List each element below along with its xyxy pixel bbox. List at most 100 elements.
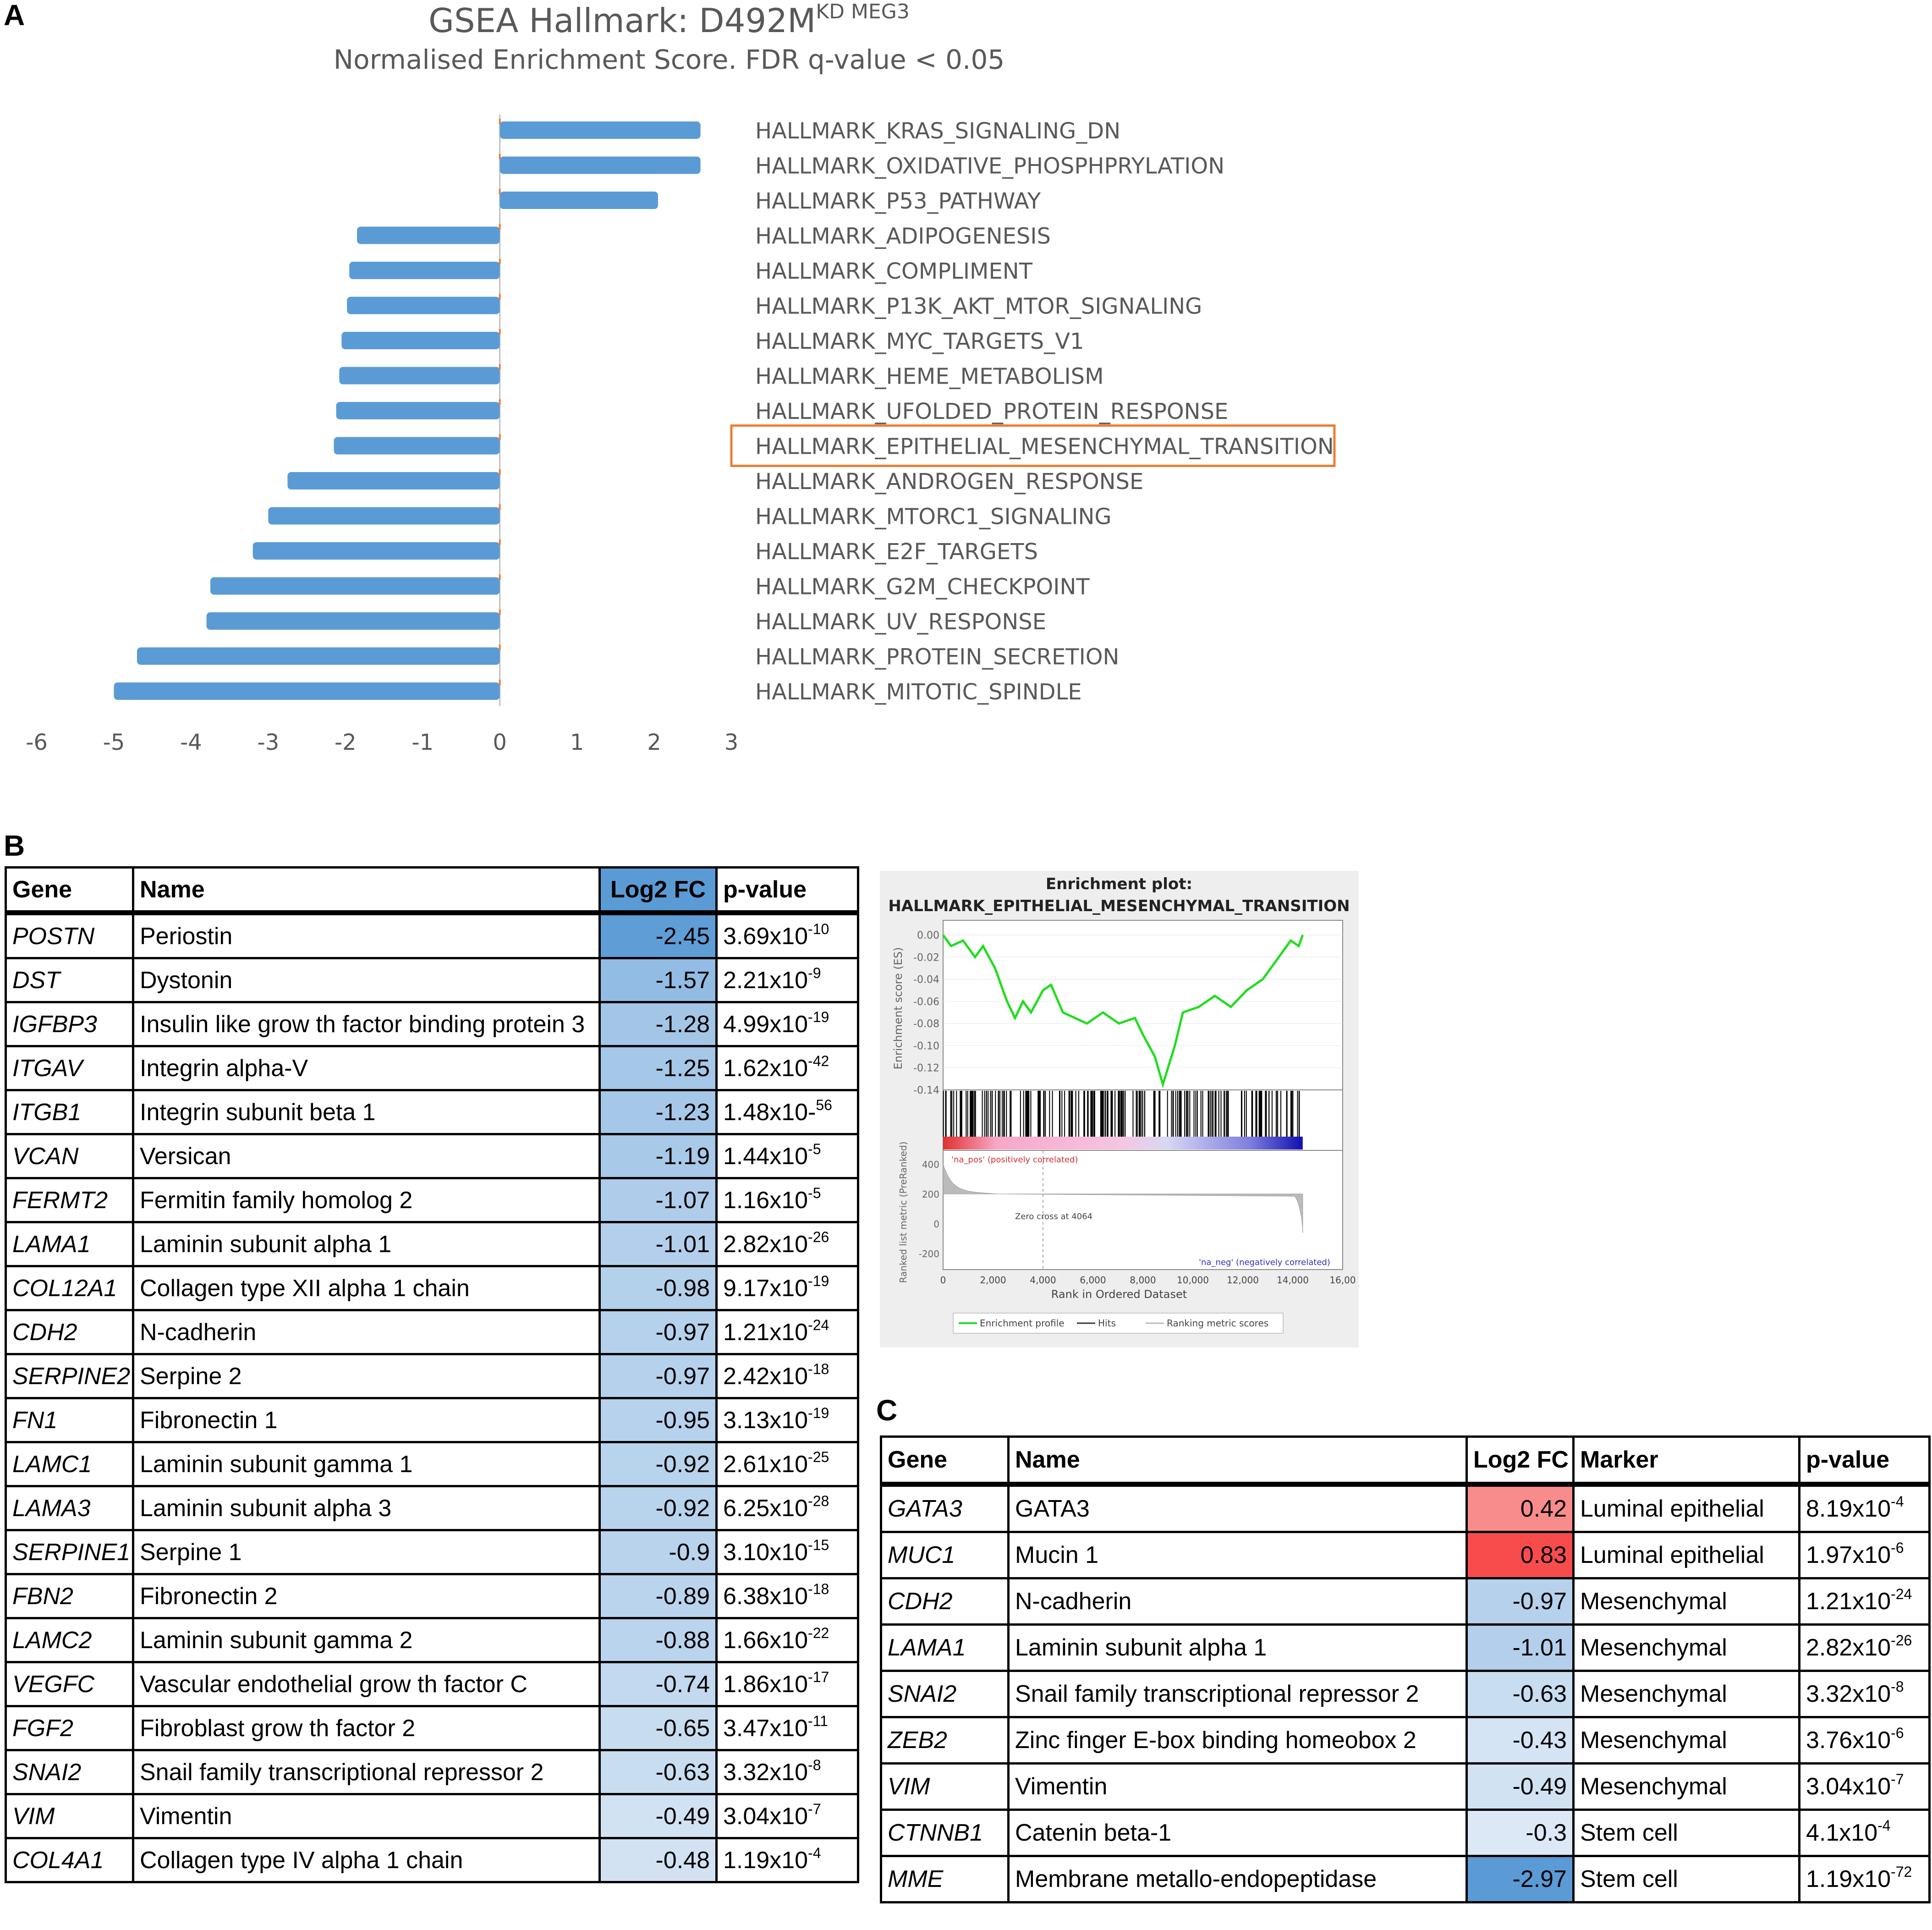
x-tick-label: 0 [493,730,507,755]
p-value: 3.32x10-8 [1798,1670,1931,1718]
gene-table-c: Gene Name Log2 FC Marker p-value GATA3 GA… [880,1435,1931,1903]
x-tick-label: 8,000 [1130,1275,1156,1286]
gene-name: Membrane metallo-endopeptidase [1007,1855,1468,1903]
log2fc-value: -0.63 [1465,1670,1575,1718]
p-value: 1.19x10-4 [715,1837,859,1883]
p-value: 4.1x10-4 [1798,1809,1931,1857]
log2fc-value: -0.43 [1465,1716,1575,1765]
p-value-exponent: -4 [808,1844,821,1861]
gene-table-b: Gene Name Log2 FC p-value POSTN Periostin… [5,866,859,1883]
p-value: 6.25x10-28 [715,1485,859,1531]
log2fc-value: -0.3 [1465,1809,1575,1857]
x-tick-label: 2 [647,730,661,755]
p-value: 3.76x10-6 [1798,1716,1931,1765]
log2fc-value: -0.97 [1465,1577,1575,1626]
table-row: ITGAV Integrin alpha-V -1.25 1.62x10-42 [5,1045,859,1091]
gene-name: Vimentin [1007,1762,1468,1811]
p-value-base: 6.38x10 [723,1583,808,1610]
log2fc-value: -0.74 [598,1661,718,1707]
es-axis-label: Enrichment score (ES) [892,947,905,1070]
log2fc-value: -1.23 [598,1089,718,1135]
bar [336,402,500,419]
p-value-base: 1.19x10 [723,1847,808,1874]
table-row: LAMC2 Laminin subunit gamma 2 -0.88 1.66x10… [5,1617,859,1663]
bar [347,297,500,314]
bar [499,121,701,139]
p-value-base: 1.21x10 [1806,1588,1891,1615]
p-value: 3.13x10-19 [715,1397,859,1443]
gene-name: Periostin [132,912,601,959]
header-pvalue: p-value [715,866,859,915]
p-value-exponent: -19 [808,1272,829,1289]
gene-symbol: FN1 [5,1397,134,1443]
rank-color-bar [943,1137,1303,1149]
p-value-exponent: -15 [808,1536,829,1553]
p-value: 1.19x10-72 [1798,1855,1931,1903]
gene-symbol: LAMA1 [5,1221,134,1267]
p-value-base: 1.86x10 [723,1671,808,1698]
metric-tick-label: 400 [922,1159,939,1170]
es-tick-label: -0.08 [913,1018,939,1030]
p-value-exponent: -26 [808,1228,829,1245]
marker-type: Mesenchymal [1572,1577,1800,1626]
p-value: 2.82x10-26 [715,1221,859,1267]
neg-correlated-label: 'na_neg' (negatively correlated) [1199,1258,1330,1267]
marker-type: Luminal epithelial [1572,1483,1800,1533]
category-label: HALLMARK_OXIDATIVE_PHOSPHPRYLATION [755,154,1224,179]
bar [334,437,500,455]
panel-c-letter: C [876,1394,898,1427]
p-value-base: 2.42x10 [723,1363,808,1390]
gene-name: Fermitin family homolog 2 [132,1177,601,1223]
es-tick-label: -0.06 [913,996,939,1008]
p-value: 1.21x10-24 [1798,1577,1931,1626]
p-value-base: 2.61x10 [723,1451,808,1478]
table-row: ZEB2 Zinc finger E-box binding homeobox 2… [880,1716,1931,1765]
gene-symbol: LAMC1 [5,1441,134,1487]
bar [137,647,500,665]
gene-name: Fibroblast grow th factor 2 [132,1705,601,1751]
category-label: HALLMARK_PROTEIN_SECRETION [755,644,1119,670]
gene-name: Catenin beta-1 [1007,1809,1468,1857]
p-value: 1.86x10-17 [715,1661,859,1707]
log2fc-value: -1.01 [1465,1623,1575,1672]
bar [252,542,500,560]
gene-name: Zinc finger E-box binding homeobox 2 [1007,1716,1468,1765]
p-value: 6.38x10-18 [715,1573,859,1619]
header-log2fc: Log2 FC [1465,1435,1575,1487]
gene-name: Serpine 2 [132,1353,601,1399]
table-row: POSTN Periostin -2.45 3.69x10-10 [5,912,859,959]
log2fc-value: -0.92 [598,1441,718,1487]
legend-box [953,1313,1284,1334]
p-value: 4.99x10-19 [715,1001,859,1047]
gene-name: Vimentin [132,1793,601,1839]
log2fc-value: -1.01 [598,1221,718,1267]
gene-symbol: MUC1 [880,1531,1010,1579]
log2fc-value: -2.45 [598,912,718,959]
p-value: 2.82x10-26 [1798,1623,1931,1672]
category-label: HALLMARK_P13K_AKT_MTOR_SIGNALING [755,294,1202,319]
p-value-base: 3.32x10 [723,1759,808,1786]
category-label: HALLMARK_UV_RESPONSE [755,609,1046,635]
table-row: VEGFC Vascular endothelial grow th factor… [5,1661,859,1707]
p-value-base: 4.1x10 [1806,1820,1878,1846]
bar [357,226,500,244]
p-value: 1.62x10-42 [715,1045,859,1091]
gene-symbol: VEGFC [5,1661,134,1707]
legend-profile-label: Enrichment profile [980,1318,1065,1329]
bar [114,682,500,700]
log2fc-value: -0.89 [598,1573,718,1619]
p-value-exponent: -28 [808,1492,829,1509]
gene-symbol: LAMA3 [5,1485,134,1531]
x-tick-label: 4,000 [1030,1275,1056,1286]
marker-type: Mesenchymal [1572,1716,1800,1765]
table-row: CDH2 N-cadherin -0.97 Mesenchymal 1.21x10-24 [880,1577,1931,1626]
x-tick-label: 1 [570,730,584,755]
category-label: HALLMARK_UFOLDED_PROTEIN_RESPONSE [755,399,1228,424]
table-row: COL4A1 Collagen type IV alpha 1 chain -0.4… [5,1837,859,1883]
p-value: 3.32x10-8 [715,1749,859,1795]
category-label: HALLMARK_G2M_CHECKPOINT [755,574,1090,600]
gene-symbol: FERMT2 [5,1177,134,1223]
enrichment-title-2: HALLMARK_EPITHELIAL_MESENCHYMAL_TRANSITI… [888,897,1350,915]
p-value-base: 1.16x10 [723,1187,808,1214]
p-value-exponent: -4 [1891,1493,1904,1510]
